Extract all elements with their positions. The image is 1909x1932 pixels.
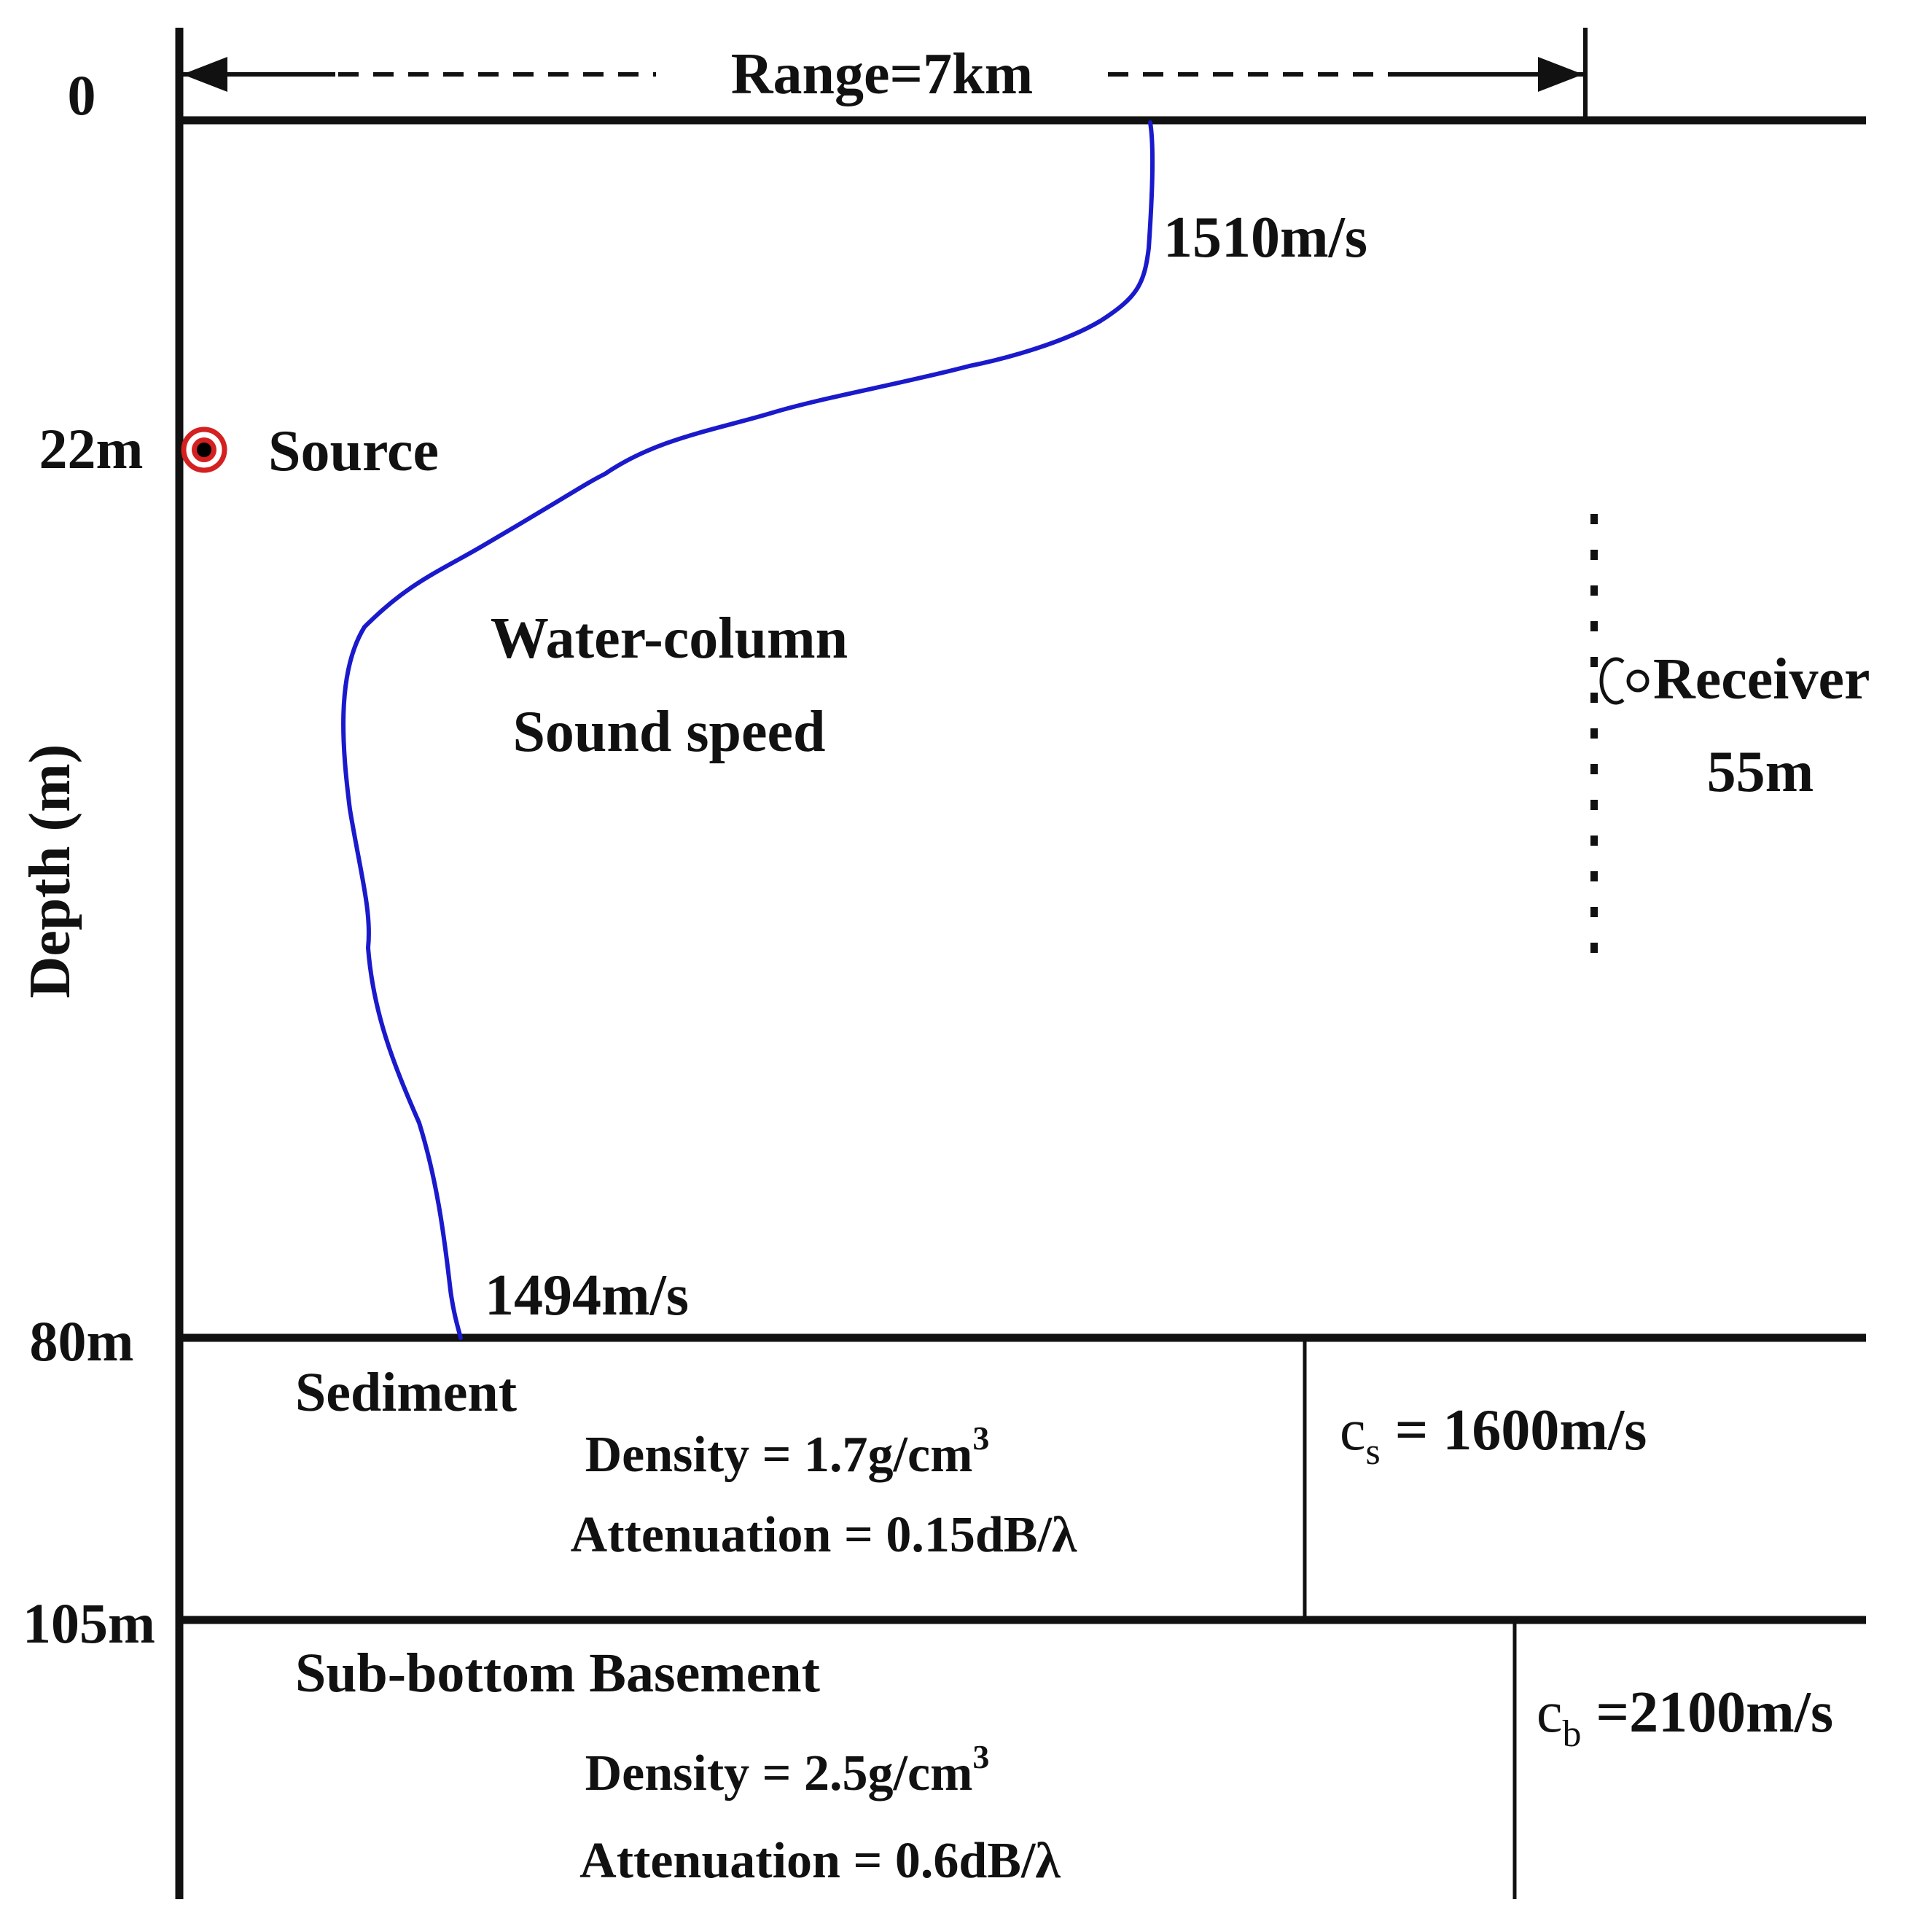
receiver-array-dot [1590, 693, 1598, 703]
receiver-array-dot [1590, 514, 1598, 524]
depth-tick-0: 0 [68, 63, 96, 127]
range-label: Range=7km [731, 42, 1034, 106]
basement-density-text: Density = 2.5g/cm [585, 1745, 973, 1801]
sediment-speed-symbol: c [1340, 1398, 1366, 1462]
receiver-label: Receiver [1653, 647, 1870, 712]
sediment-title: Sediment [295, 1362, 517, 1423]
receiver-array-dot [1590, 550, 1598, 560]
basement-layer: Sub-bottom Basement Density = 2.5g/cm3 A… [295, 1643, 1833, 1889]
sediment-layer: Sediment Density = 1.7g/cm3 Attenuation … [295, 1362, 1647, 1563]
receiver-bracket-icon [1599, 657, 1625, 705]
receiver-array-dot [1590, 907, 1598, 917]
range-label-bg [692, 35, 1071, 108]
sediment-speed: cs = 1600m/s [1340, 1398, 1647, 1473]
receiver-array-dot [1590, 764, 1598, 774]
depth-tick-labels: 0 22m 80m 105m Depth (m) [18, 63, 155, 1655]
receiver-array-dot [1590, 943, 1598, 953]
sediment-speed-value: = 1600m/s [1381, 1398, 1647, 1462]
sound-speed-profile-curve [341, 120, 1155, 1340]
receiver-array-dot [1590, 835, 1598, 846]
receiver-element-icon [1626, 669, 1650, 693]
receiver-array-dot [1590, 621, 1598, 631]
sediment-density-text: Density = 1.7g/cm [585, 1427, 973, 1483]
basement-density-exponent: 3 [972, 1738, 989, 1775]
basement-attenuation: Attenuation = 0.6dB/λ [579, 1833, 1061, 1889]
depth-tick-80m: 80m [30, 1309, 134, 1373]
water-column-label-line2: Sound speed [512, 700, 825, 764]
receiver-array-dot [1590, 585, 1598, 596]
sediment-speed-subscript: s [1366, 1431, 1381, 1473]
source-dot [197, 443, 211, 457]
sediment-attenuation: Attenuation = 0.15dB/λ [571, 1507, 1077, 1563]
receiver-array-dot [1590, 728, 1598, 739]
receiver-array: Receiver 55m [1590, 514, 1870, 953]
basement-speed-symbol: c [1537, 1680, 1563, 1745]
basement-speed-value: =2100m/s [1582, 1680, 1834, 1745]
range-indicator: Range=7km [182, 28, 1588, 120]
depth-tick-105m: 105m [23, 1592, 155, 1655]
receiver-array-dot [1590, 800, 1598, 810]
sediment-density: Density = 1.7g/cm3 [585, 1419, 990, 1483]
receiver-array-dots [1590, 514, 1598, 953]
receiver-array-dot [1590, 871, 1598, 881]
depth-axis-label: Depth (m) [18, 744, 82, 999]
source-marker: Source [181, 419, 439, 483]
sound-speed-bottom-label: 1494m/s [485, 1263, 689, 1328]
receiver-depth-label: 55m [1707, 740, 1814, 804]
basement-speed: cb =2100m/s [1537, 1680, 1833, 1755]
sound-speed-top-label: 1510m/s [1163, 206, 1367, 270]
water-column-label-line1: Water-column [491, 607, 848, 671]
sediment-density-exponent: 3 [972, 1419, 989, 1457]
layer-boundaries [175, 28, 1866, 1899]
basement-density: Density = 2.5g/cm3 [585, 1738, 990, 1801]
source-label: Source [268, 419, 439, 483]
depth-tick-22m: 22m [39, 417, 144, 480]
basement-speed-subscript: b [1563, 1713, 1582, 1755]
receiver-array-dot [1590, 657, 1598, 667]
source-outer-ring [181, 426, 227, 473]
basement-title: Sub-bottom Basement [295, 1643, 820, 1704]
